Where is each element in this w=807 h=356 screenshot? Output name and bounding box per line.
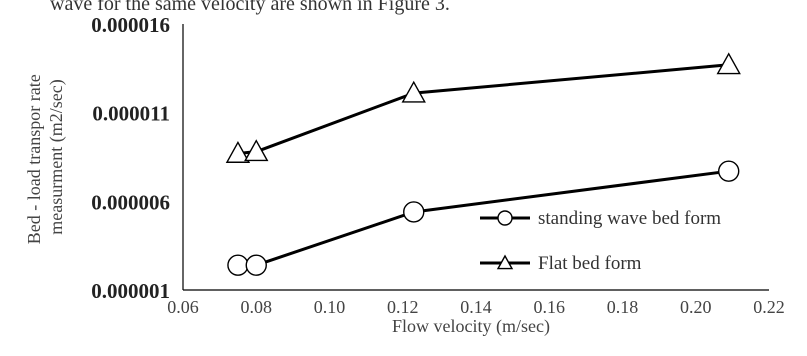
top-text-fragment: wave for the same velocity are shown in … [50,0,450,15]
axes [182,24,769,291]
triangle-marker [716,52,741,75]
circle-marker [245,254,267,276]
y-tick-labels: 0.000001 0.000006 0.000011 0.000016 [91,13,170,303]
circle-marker [403,201,425,223]
legend-label: Flat bed form [538,253,642,274]
triangle-marker [244,139,269,162]
x-tick-label: 0.18 [607,297,639,317]
y-axis-title-line-1: Bed - load transpor rate [24,74,44,244]
legend-triangle-marker [496,254,514,270]
x-tick-label: 0.22 [753,297,785,317]
y-tick-label: 0.000016 [91,13,170,37]
y-axis-title: Bed - load transpor rate measurment (m2/… [24,70,67,244]
series-line [237,63,729,155]
legend: standing wave bed form Flat bed form [480,208,721,274]
triangle-marker [225,141,251,163]
series-flat-bed [225,52,741,163]
x-tick-label: 0.14 [460,297,492,317]
legend-circle-marker [497,210,513,226]
x-tick-label: 0.08 [241,297,273,317]
x-tick-label: 0.20 [680,297,712,317]
x-axis-title: Flow velocity (m/sec) [392,316,550,337]
y-axis-title-line-2: measurment (m2/sec) [46,79,67,234]
x-tick-label: 0.10 [314,297,346,317]
series-layer [225,52,741,276]
x-tick-label: 0.06 [167,297,199,317]
x-tick-labels: 0.06 0.08 0.10 0.12 0.14 0.16 0.18 0.20 0.22 [167,297,785,317]
series-standing-wave [227,160,740,276]
circle-marker [227,254,249,276]
circle-marker [718,160,740,182]
x-tick-label: 0.16 [534,297,566,317]
triangle-marker [401,80,426,103]
legend-label: standing wave bed form [538,208,721,229]
y-tick-label: 0.000006 [91,190,170,214]
x-tick-label: 0.12 [387,297,419,317]
y-tick-label: 0.000011 [92,102,170,126]
y-tick-label: 0.000001 [91,279,170,303]
